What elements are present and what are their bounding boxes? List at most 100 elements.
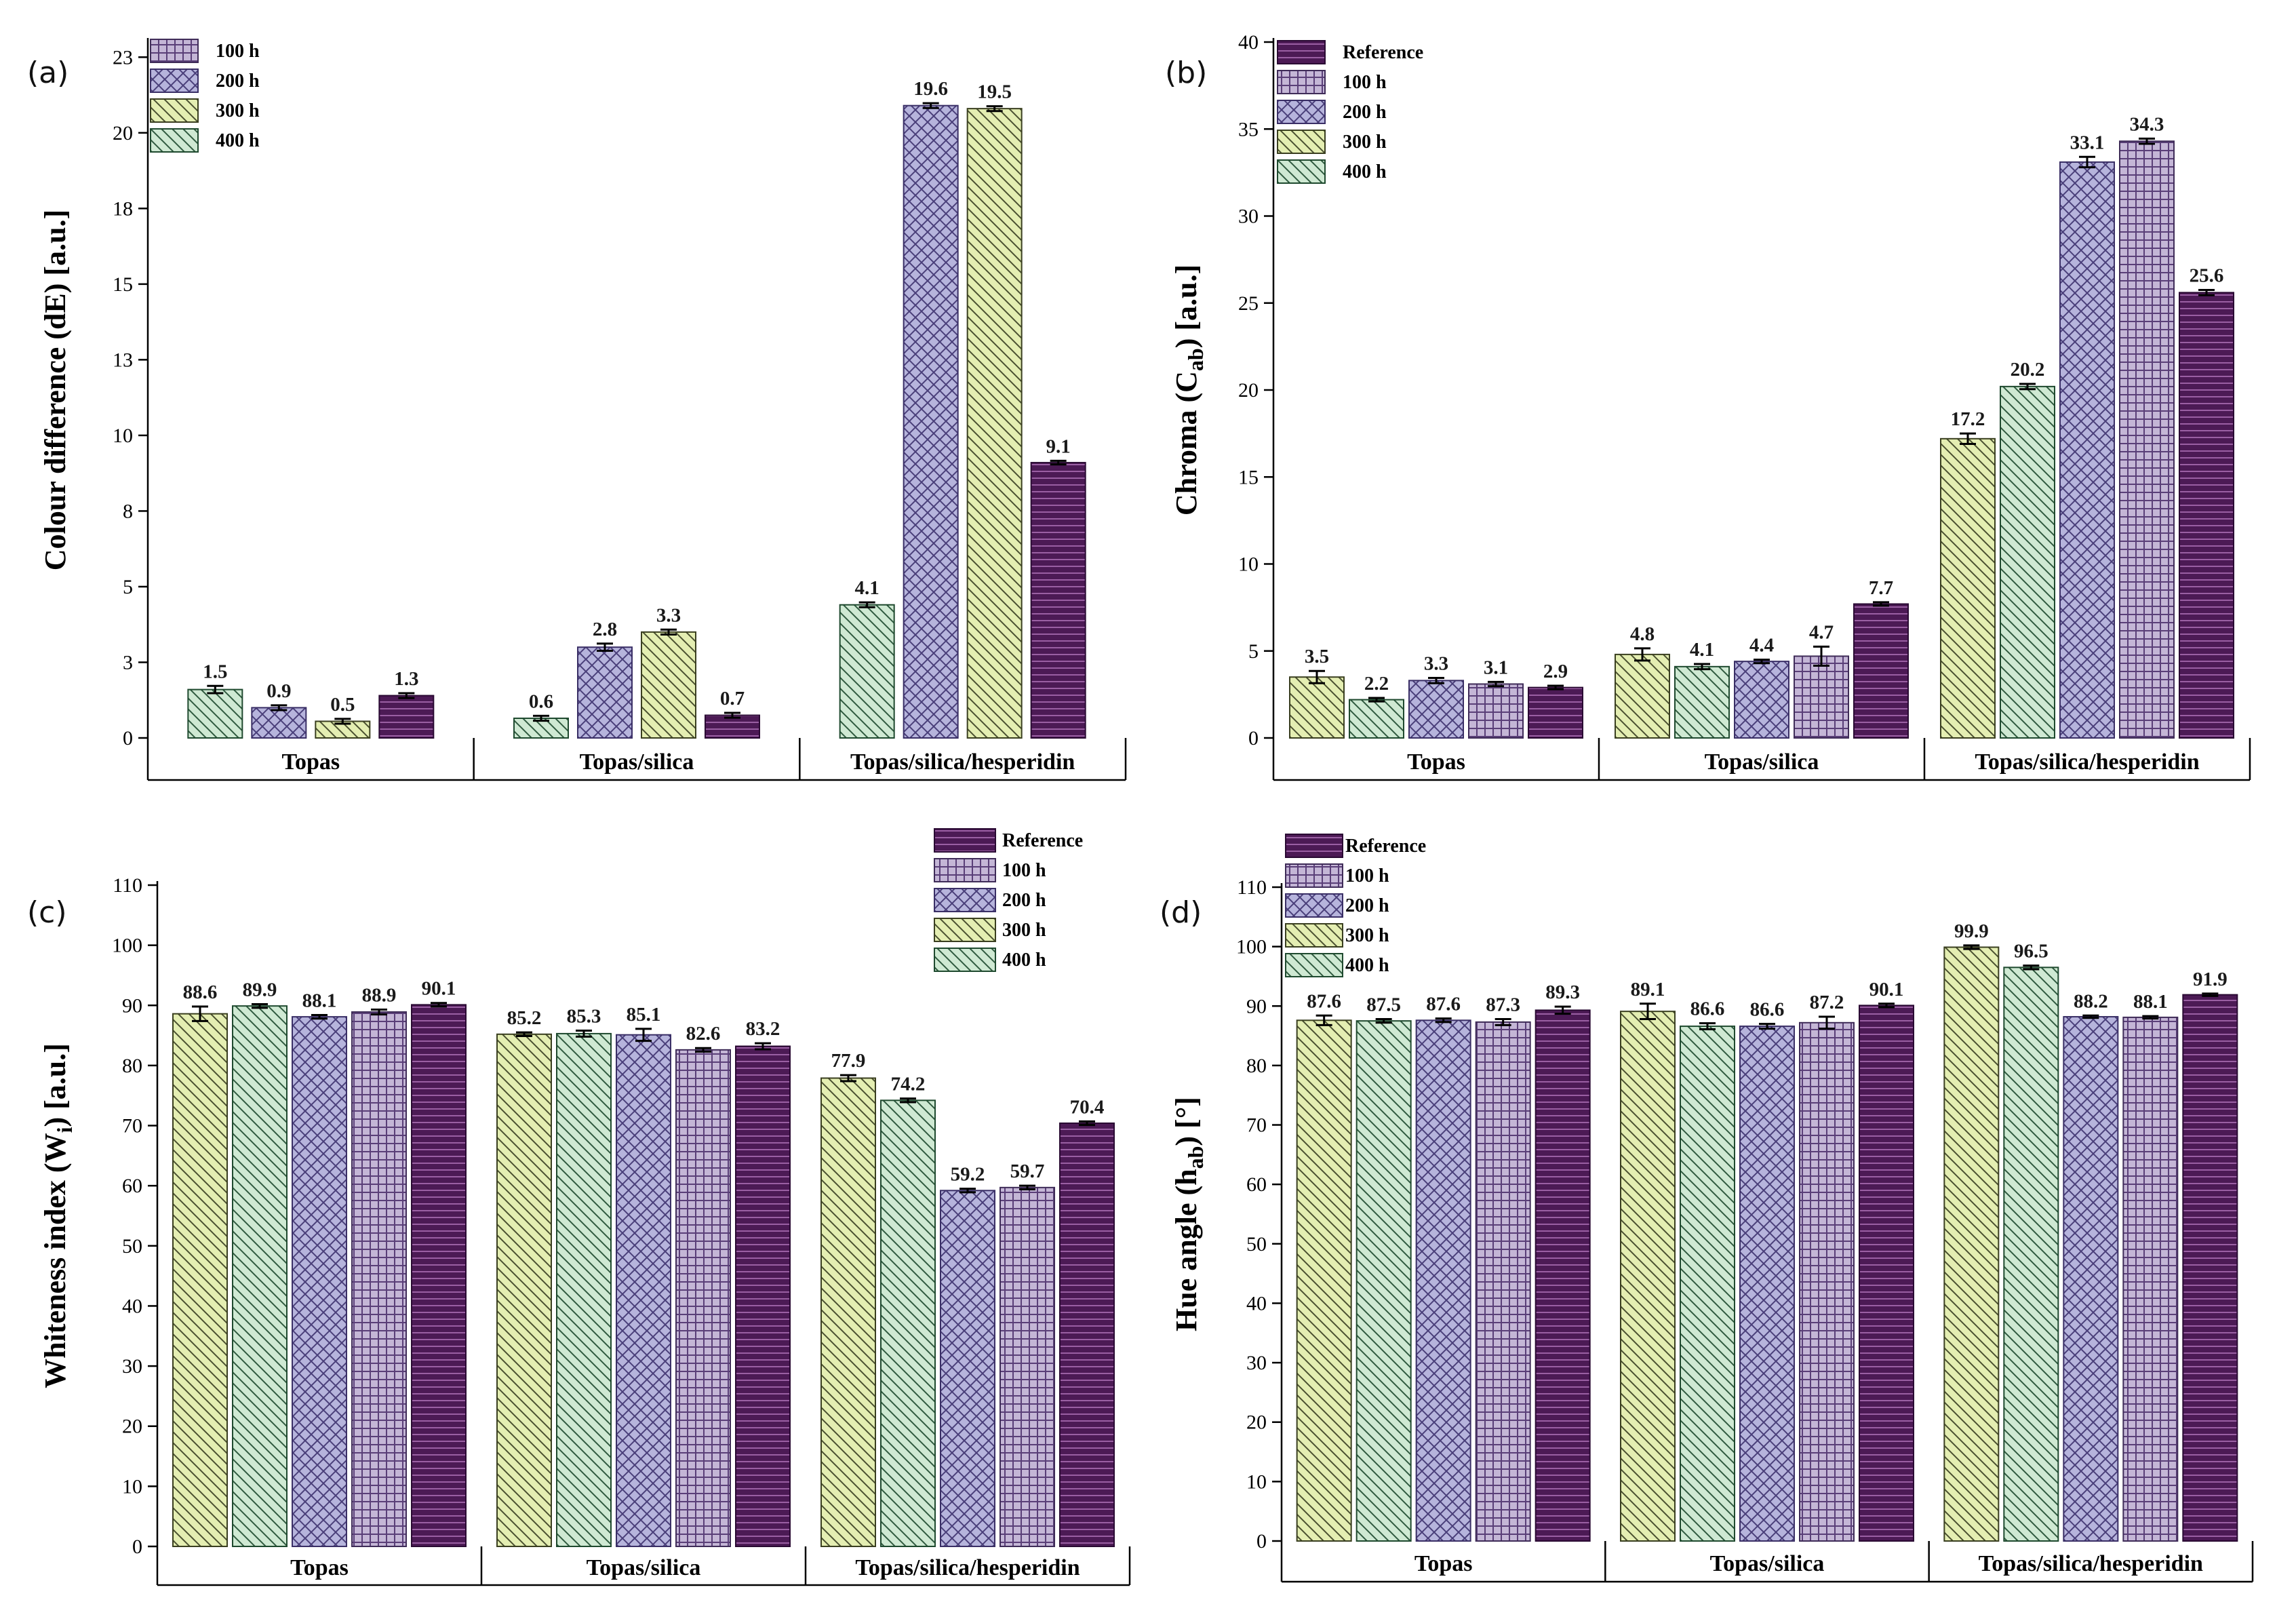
bar-value-label: 4.1 <box>855 577 879 599</box>
y-tick-label: 70 <box>122 1115 142 1137</box>
y-axis-title-main: Chroma (C <box>1170 371 1203 515</box>
bar-value-label: 87.3 <box>1486 994 1520 1016</box>
bar <box>187 688 243 739</box>
x-category-label: Topas/silica <box>580 749 694 775</box>
legend-label: 200 h <box>1345 895 1389 916</box>
bar <box>2059 161 2115 739</box>
bar-value-label: 0.6 <box>529 690 553 712</box>
y-tick-label: 40 <box>1238 31 1259 54</box>
legend-label: Reference <box>1343 42 1423 63</box>
bar-value-label: 85.3 <box>567 1006 601 1028</box>
bar-value-label: 96.5 <box>2014 941 2048 962</box>
legend-label: 400 h <box>1345 955 1389 976</box>
bar <box>292 1016 347 1547</box>
y-tick-label: 90 <box>1246 995 1267 1017</box>
y-tick-label: 100 <box>112 935 142 957</box>
y-axis-title: Colour difference (dE) [a.u.] <box>39 210 72 570</box>
y-axis-title-subscript: ab <box>1183 348 1208 371</box>
bar-value-label: 89.3 <box>1545 981 1580 1003</box>
y-tick-label: 0 <box>132 1536 142 1558</box>
bar <box>2063 1016 2119 1542</box>
bar <box>1289 676 1345 739</box>
bar-value-label: 34.3 <box>2130 113 2164 135</box>
legend-swatch <box>934 948 996 972</box>
bar <box>940 1190 995 1547</box>
bar <box>251 707 307 739</box>
legend-label: 100 h <box>1343 72 1387 93</box>
y-tick-label: 50 <box>122 1235 142 1257</box>
panel-label: (a) <box>27 56 68 90</box>
bar-value-label: 4.8 <box>1630 623 1655 645</box>
bar-value-label: 2.9 <box>1543 661 1568 682</box>
legend: Reference 100 h 200 h 300 h 400 h <box>1285 834 1426 977</box>
bar-value-label: 88.1 <box>302 990 337 1011</box>
bar <box>2122 1016 2179 1542</box>
bar <box>1794 655 1849 739</box>
y-tick-label: 30 <box>122 1355 142 1378</box>
y-axis-title-main: Whiteness index (W <box>39 1133 72 1388</box>
chart-panel-a: (a) 0 3 5 8 10 13 15 18 20 23 Colour difference (dE… <box>27 38 1127 781</box>
bar <box>1734 661 1789 739</box>
legend-swatch <box>150 128 199 153</box>
bar-value-label: 74.2 <box>891 1074 926 1095</box>
bar <box>496 1033 552 1548</box>
bar <box>1940 437 1996 739</box>
y-axis-title-end: ) [a.u.] <box>1170 265 1203 348</box>
y-axis-title-main: Colour difference (dE) [a.u.] <box>39 210 72 570</box>
y-axis-title-subscript: i <box>52 1127 77 1133</box>
y-tick-label: 3 <box>123 651 133 674</box>
bar-value-label: 3.5 <box>1305 646 1329 667</box>
bar-value-label: 1.3 <box>394 668 418 690</box>
bar-value-label: 89.9 <box>243 979 277 1001</box>
bar-value-label: 87.5 <box>1366 994 1401 1016</box>
legend: Reference 100 h 200 h 300 h 400 h <box>934 828 1083 972</box>
bar <box>616 1034 671 1548</box>
bar <box>735 1045 791 1547</box>
bar-value-label: 0.7 <box>720 688 745 709</box>
bar-value-label: 3.3 <box>1424 653 1448 675</box>
bar-value-label: 85.1 <box>627 1004 661 1026</box>
bar-value-label: 2.2 <box>1364 673 1389 695</box>
y-tick-label: 90 <box>122 994 142 1017</box>
bar-value-label: 7.7 <box>1869 577 1893 599</box>
y-axis-title-main: Hue angle (h <box>1170 1169 1203 1331</box>
bar-value-label: 59.7 <box>1010 1160 1045 1182</box>
legend-label: 100 h <box>1345 865 1389 886</box>
legend-label: 300 h <box>1345 925 1389 946</box>
y-tick-label: 13 <box>113 349 133 371</box>
bar <box>1739 1026 1795 1542</box>
bar <box>1475 1021 1531 1542</box>
bar-value-label: 4.7 <box>1809 621 1834 643</box>
legend-swatch <box>1285 893 1343 918</box>
y-tick-label: 10 <box>113 425 133 447</box>
bar <box>1030 462 1086 739</box>
bar <box>1535 1009 1591 1542</box>
x-category-label: Topas <box>1407 749 1465 775</box>
y-tick-label: 5 <box>1248 640 1259 663</box>
legend-label: 400 h <box>1343 161 1387 182</box>
y-tick-label: 110 <box>1237 876 1267 899</box>
legend-swatch <box>1285 953 1343 977</box>
y-tick-label: 0 <box>1248 727 1259 749</box>
legend-swatch <box>1277 70 1326 94</box>
bar-value-label: 3.1 <box>1484 657 1508 678</box>
y-tick-label: 20 <box>1246 1411 1267 1434</box>
y-tick-label: 60 <box>1246 1173 1267 1196</box>
legend-label: 300 h <box>1002 920 1046 941</box>
bar <box>1943 946 2000 1542</box>
bar-value-label: 70.4 <box>1070 1096 1105 1118</box>
y-tick-label: 0 <box>1256 1530 1267 1553</box>
bar <box>2119 140 2175 739</box>
y-tick-label: 35 <box>1238 118 1259 140</box>
legend-label: 300 h <box>216 100 260 121</box>
y-tick-label: 0 <box>123 727 133 749</box>
chart-panel-b: (b) 0 5 10 15 20 25 30 35 40 Chroma (Cab) [a.u.] To… <box>1165 31 2251 781</box>
legend-label: 400 h <box>216 130 260 151</box>
bar <box>903 104 959 739</box>
bar <box>1615 653 1670 739</box>
y-tick-label: 10 <box>1238 553 1259 576</box>
bar <box>172 1013 228 1547</box>
y-tick-label: 110 <box>113 874 142 897</box>
bar-value-label: 4.1 <box>1690 639 1714 661</box>
